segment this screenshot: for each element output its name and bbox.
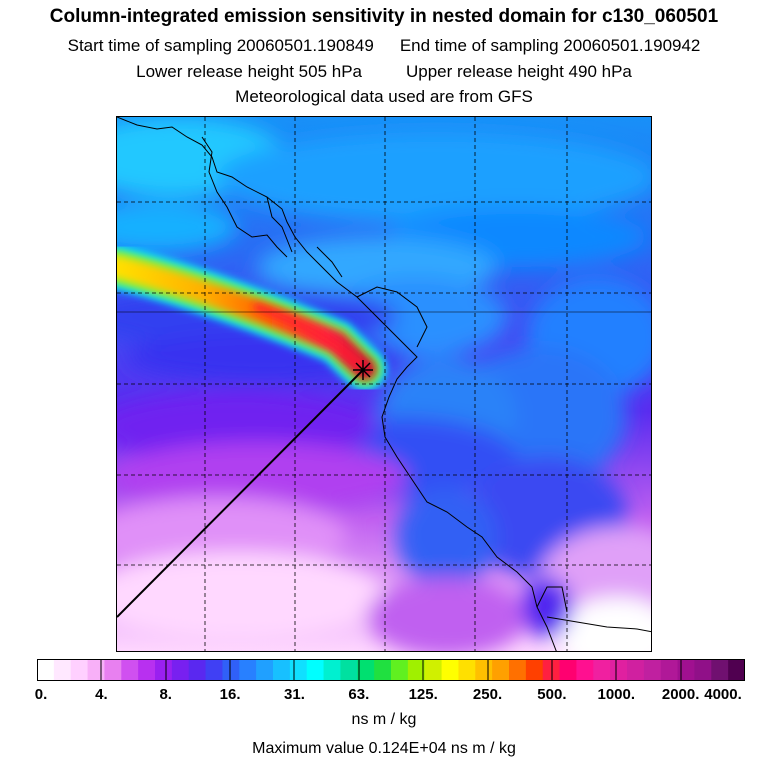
color-swatch xyxy=(593,659,611,681)
color-swatch xyxy=(239,659,257,681)
color-swatch xyxy=(188,659,207,681)
color-swatch xyxy=(407,659,426,681)
color-swatch xyxy=(677,659,695,681)
color-swatch xyxy=(70,659,89,681)
color-swatch xyxy=(694,659,712,681)
map-title: Column-integrated emission sensitivity i… xyxy=(49,6,719,27)
upper-release-label: Upper release height 490 hPa xyxy=(406,62,632,81)
color-swatch xyxy=(87,659,105,681)
release-heights: Lower release height 505 hPa Upper releas… xyxy=(0,62,768,82)
color-swatch xyxy=(104,659,122,681)
color-scale-tick-label: 4000. xyxy=(704,686,742,703)
color-swatch xyxy=(391,659,409,681)
color-swatch xyxy=(576,659,594,681)
met-data-label: Meteorological data used are from GFS xyxy=(235,87,533,106)
color-scale-bar xyxy=(36,659,746,681)
color-swatch xyxy=(53,659,72,681)
color-swatch xyxy=(306,659,325,681)
release-point-marker xyxy=(353,360,373,380)
color-swatch xyxy=(728,659,746,681)
sampling-times: Start time of sampling 20060501.190849 En… xyxy=(0,36,768,56)
color-swatch xyxy=(205,659,223,681)
coastlines xyxy=(117,117,651,651)
color-scale-svg xyxy=(36,659,746,681)
color-scale-frame xyxy=(37,659,745,681)
color-scale-tick-label: 4. xyxy=(95,686,108,703)
color-scale-units: ns m / kg xyxy=(351,711,417,728)
sensitivity-map xyxy=(116,116,652,652)
color-scale-tick-label: 1000. xyxy=(597,686,636,703)
color-swatch xyxy=(492,659,510,681)
color-scale-tick-label: 2000. xyxy=(661,686,700,703)
color-swatch xyxy=(374,659,392,681)
color-swatch xyxy=(610,659,628,681)
color-swatch xyxy=(660,659,679,681)
color-swatch xyxy=(273,659,291,681)
color-swatch xyxy=(458,659,476,681)
color-swatch xyxy=(525,659,544,681)
color-swatch xyxy=(509,659,527,681)
map-field xyxy=(117,117,651,651)
color-swatch xyxy=(222,659,240,681)
color-scale-tick-label: 63. xyxy=(348,686,370,703)
grid xyxy=(117,117,651,651)
color-swatch xyxy=(441,659,459,681)
color-scale-tick-label: 250. xyxy=(472,686,503,703)
color-scale-tick-label: 16. xyxy=(219,686,241,703)
color-swatch xyxy=(711,659,729,681)
color-swatch xyxy=(627,659,645,681)
color-swatch xyxy=(357,659,375,681)
color-scale-tick-label: 125. xyxy=(408,686,438,703)
color-swatch xyxy=(155,659,173,681)
color-swatch xyxy=(37,659,55,681)
color-swatch xyxy=(424,659,443,681)
color-scale-tick-label: 0. xyxy=(34,686,48,703)
color-swatch xyxy=(643,659,662,681)
color-swatch xyxy=(289,659,308,681)
color-swatch xyxy=(138,659,156,681)
end-time-label: End time of sampling 20060501.190942 xyxy=(399,36,701,55)
color-swatch xyxy=(475,659,493,681)
color-swatch xyxy=(121,659,139,681)
color-swatch xyxy=(171,659,190,681)
color-scale-tick-label: 500. xyxy=(537,686,567,703)
color-swatch xyxy=(559,659,577,681)
color-swatch xyxy=(323,659,341,681)
color-swatch xyxy=(542,659,561,681)
field-structure xyxy=(117,117,651,651)
color-swatch xyxy=(340,659,358,681)
trajectory-line xyxy=(117,369,364,618)
maximum-value-label: Maximum value 0.124E+04 ns m / kg xyxy=(252,740,516,757)
color-scale-tick-label: 8. xyxy=(159,686,172,703)
color-swatch xyxy=(256,659,274,681)
color-scale-tick-label: 31. xyxy=(284,686,305,703)
lower-release-label: Lower release height 505 hPa xyxy=(136,62,362,81)
start-time-label: Start time of sampling 20060501.190849 xyxy=(67,36,374,55)
